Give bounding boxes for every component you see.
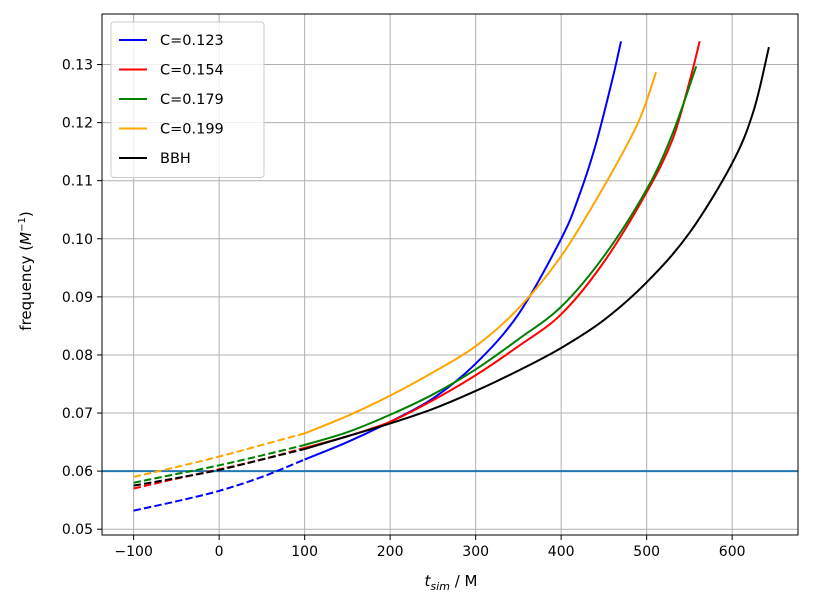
legend-label: C=0.179 xyxy=(160,92,224,108)
series-3-solid-line xyxy=(304,71,658,435)
x-tick-label: 0 xyxy=(215,544,224,560)
y-tick-label: 0.05 xyxy=(62,522,93,538)
plot-frame xyxy=(101,13,799,536)
x-tick-label: 200 xyxy=(377,544,404,560)
y-axis-label-exp: −1 xyxy=(17,217,28,232)
series-4-solid-line xyxy=(304,46,770,450)
y-axis-label-close: ) xyxy=(17,211,35,217)
y-tick-label: 0.08 xyxy=(62,348,93,364)
y-tick-label: 0.07 xyxy=(62,406,93,422)
x-tick-label: 300 xyxy=(462,544,489,560)
y-tick-label: 0.11 xyxy=(62,174,93,190)
series-lines xyxy=(102,41,798,512)
x-tick-label: 500 xyxy=(633,544,660,560)
legend-box xyxy=(110,21,265,178)
y-axis-label-m: M xyxy=(17,232,35,245)
series-0-dashed-line xyxy=(133,458,306,512)
legend: C=0.123 C=0.154 C=0.179 C=0.199 BBH xyxy=(110,21,265,178)
legend-label: BBH xyxy=(160,151,191,167)
x-tick-label: 100 xyxy=(291,544,318,560)
legend-label: C=0.199 xyxy=(160,122,224,138)
series-4-dashed-line xyxy=(133,448,305,487)
legend-label: C=0.154 xyxy=(160,63,224,79)
y-tick-label: 0.10 xyxy=(62,232,93,248)
x-axis-label: tsim / M xyxy=(425,572,478,593)
y-tick-label: 0.09 xyxy=(62,290,93,306)
series-2-solid-line xyxy=(304,65,698,446)
x-tick-label: 600 xyxy=(719,544,746,560)
y-tick-label: 0.12 xyxy=(62,116,93,132)
axis-ticks: −100 0 100 200 300 400 500 600 0.05 0.06 0.07 0.08 0… xyxy=(62,58,746,560)
series-3-dashed-line xyxy=(133,432,305,478)
x-axis-label-main: t xyxy=(425,572,432,590)
y-axis-label-main: frequency ( xyxy=(17,245,35,331)
series-1-solid-line xyxy=(304,41,701,449)
y-tick-label: 0.13 xyxy=(62,58,93,74)
y-axis-label: frequency (M−1) xyxy=(17,211,35,330)
x-axis-label-unit: / M xyxy=(450,572,478,590)
x-axis-label-sub: sim xyxy=(430,580,450,593)
x-tick-label: 400 xyxy=(548,544,575,560)
y-tick-label: 0.06 xyxy=(62,464,93,480)
legend-label: C=0.123 xyxy=(160,33,224,49)
series-2-dashed-line xyxy=(133,443,305,484)
x-tick-label: −100 xyxy=(114,544,152,560)
